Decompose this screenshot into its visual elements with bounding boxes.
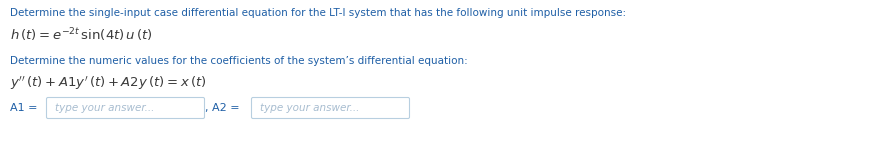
- Text: $h\,(t) = e^{-2t}\,\sin(4t)\,u\,(t)$: $h\,(t) = e^{-2t}\,\sin(4t)\,u\,(t)$: [10, 26, 153, 44]
- Text: type your answer...: type your answer...: [260, 103, 359, 113]
- Text: Determine the numeric values for the coefficients of the system’s differential e: Determine the numeric values for the coe…: [10, 56, 468, 66]
- Text: , A2 =: , A2 =: [205, 103, 239, 113]
- Text: $y''\,(t) + A1y'\,(t) + A2y\,(t) = x\,(t)$: $y''\,(t) + A1y'\,(t) + A2y\,(t) = x\,(t…: [10, 75, 206, 93]
- Text: type your answer...: type your answer...: [55, 103, 155, 113]
- FancyBboxPatch shape: [252, 98, 410, 119]
- FancyBboxPatch shape: [46, 98, 205, 119]
- Text: A1 =: A1 =: [10, 103, 38, 113]
- Text: Determine the single-input case differential equation for the LT-I system that h: Determine the single-input case differen…: [10, 8, 626, 18]
